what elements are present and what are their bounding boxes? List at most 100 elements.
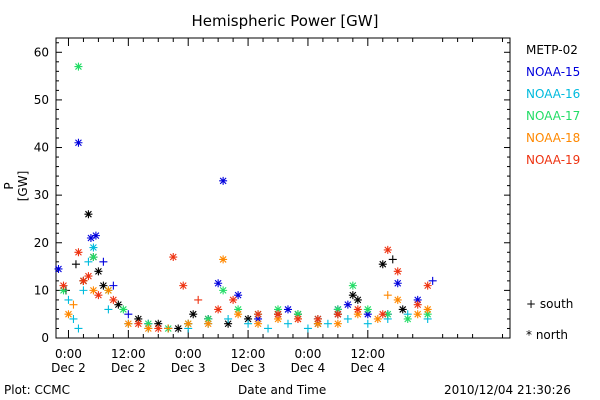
- data-point: [59, 281, 68, 290]
- series-noaa-18: [64, 255, 432, 333]
- y-tick-label: 40: [34, 141, 49, 155]
- data-point: [74, 138, 83, 147]
- data-point: [219, 286, 228, 295]
- data-point: [378, 260, 387, 269]
- data-point: [219, 176, 228, 185]
- data-point: [293, 310, 302, 319]
- data-point: [124, 310, 133, 319]
- data-point: [74, 248, 83, 257]
- data-point: [154, 324, 163, 333]
- x-tick-date-label: Dec 2: [51, 361, 86, 375]
- data-point: [403, 314, 412, 323]
- data-point: [398, 305, 407, 314]
- data-point: [388, 255, 397, 264]
- data-point: [134, 319, 143, 328]
- data-point: [169, 253, 178, 262]
- data-point: [84, 210, 93, 219]
- data-point: [323, 319, 332, 328]
- data-point: [204, 314, 213, 323]
- data-point: [64, 295, 73, 304]
- data-point: [363, 305, 372, 314]
- data-point: [234, 305, 243, 314]
- data-point: [413, 300, 422, 309]
- y-tick-label: 50: [34, 93, 49, 107]
- data-point: [234, 291, 243, 300]
- data-point: [254, 314, 263, 323]
- data-point: [264, 324, 273, 333]
- data-point: [214, 305, 223, 314]
- data-point: [91, 231, 100, 240]
- data-point: [144, 319, 153, 328]
- legend-item-noaa-18: NOAA-18: [526, 131, 581, 145]
- data-point: [174, 324, 183, 333]
- data-point: [423, 310, 432, 319]
- legend-item-noaa-17: NOAA-17: [526, 109, 581, 123]
- data-point: [89, 286, 98, 295]
- data-point: [164, 324, 173, 333]
- x-tick-time-label: 12:00: [231, 347, 266, 361]
- data-point: [348, 291, 357, 300]
- y-tick-label: 60: [34, 45, 49, 59]
- data-point: [69, 300, 78, 309]
- data-point: [254, 310, 263, 319]
- data-point: [378, 310, 387, 319]
- data-point: [383, 245, 392, 254]
- data-point: [343, 300, 352, 309]
- data-point: [413, 295, 422, 304]
- legend-item-noaa-16: NOAA-16: [526, 87, 581, 101]
- data-point: [89, 243, 98, 252]
- y-tick-label: 10: [34, 283, 49, 297]
- data-point: [313, 314, 322, 323]
- data-point: [59, 286, 68, 295]
- data-point: [303, 324, 312, 333]
- data-point: [244, 314, 253, 323]
- data-point: [99, 257, 108, 266]
- data-point: [189, 310, 198, 319]
- data-point: [353, 305, 362, 314]
- data-point: [79, 286, 88, 295]
- data-point: [333, 305, 342, 314]
- data-point: [86, 234, 95, 242]
- data-point: [109, 281, 118, 290]
- chart-title: Hemispheric Power [GW]: [191, 12, 379, 30]
- data-point: [274, 305, 283, 314]
- data-point: [184, 319, 193, 328]
- x-axis-label: Date and Time: [238, 383, 327, 397]
- data-point: [194, 295, 203, 304]
- data-point: [79, 276, 88, 285]
- data-point: [134, 314, 143, 323]
- data-point: [283, 319, 292, 328]
- data-point: [74, 62, 83, 71]
- data-point: [224, 319, 233, 328]
- data-point: [144, 324, 153, 333]
- data-point: [154, 319, 163, 328]
- data-point: [274, 310, 283, 319]
- data-point: [274, 314, 283, 323]
- data-point: [94, 267, 103, 276]
- data-point: [74, 324, 83, 333]
- x-tick-date-label: Dec 4: [350, 361, 385, 375]
- x-tick-time-label: 0:00: [294, 347, 321, 361]
- data-point: [204, 319, 213, 328]
- data-point: [393, 279, 402, 288]
- data-point: [114, 300, 123, 309]
- data-point: [413, 310, 422, 319]
- data-point: [283, 305, 292, 314]
- y-tick-label: 0: [41, 331, 49, 345]
- plot-frame: [55, 37, 511, 339]
- x-tick-time-label: 0:00: [55, 347, 82, 361]
- data-point: [333, 310, 342, 319]
- data-point: [383, 291, 392, 300]
- data-point: [224, 314, 233, 323]
- data-point: [84, 272, 93, 281]
- data-point: [219, 255, 228, 264]
- marker-legend-south: + south: [526, 297, 574, 311]
- data-point: [94, 291, 103, 300]
- marker-legend-north: * north: [526, 328, 569, 342]
- data-point: [313, 319, 322, 328]
- footer-credit: Plot: CCMC: [4, 383, 70, 397]
- y-tick-label: 20: [34, 236, 49, 250]
- data-point: [363, 310, 372, 319]
- data-point: [343, 314, 352, 323]
